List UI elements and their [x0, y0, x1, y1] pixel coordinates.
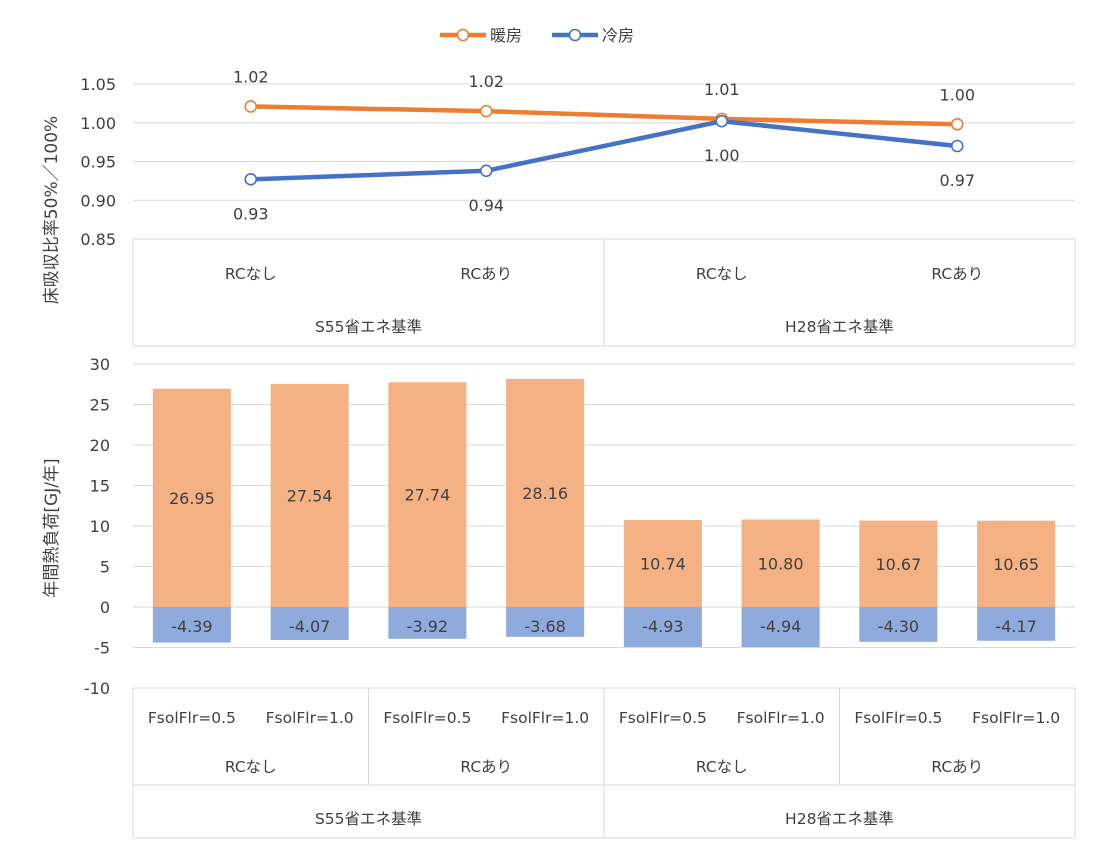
data-point	[950, 139, 964, 153]
bottom-rc-label: RCなし	[696, 758, 748, 776]
data-point	[244, 100, 258, 113]
top-category-label: RCあり	[931, 265, 983, 283]
bottom-category-label: FsolFlr=1.0	[266, 709, 354, 727]
bar-data-label: 10.80	[758, 554, 804, 573]
top-category-label: RCなし	[696, 265, 748, 283]
bottom-category-label: FsolFlr=1.0	[737, 709, 825, 727]
heating-bar	[741, 519, 820, 607]
bar-data-label: -4.39	[171, 617, 212, 636]
data-point	[479, 164, 493, 178]
data-label: 0.93	[233, 204, 269, 223]
heating-bar	[506, 378, 585, 607]
bottom-category-label: FsolFlr=0.5	[383, 709, 471, 727]
bottom-y-tick-label: 10	[90, 517, 110, 536]
bottom-category-label: FsolFlr=1.0	[972, 709, 1060, 727]
data-point	[950, 118, 964, 131]
top-y-tick-label: 0.95	[80, 153, 116, 172]
bar-data-label: 28.16	[522, 484, 568, 503]
bottom-y-tick-label: -10	[84, 679, 110, 698]
bar-data-label: -4.94	[760, 617, 801, 636]
top-y-axis-title: 床吸収比率50%／100%	[42, 116, 62, 304]
bar-data-label: 10.74	[640, 555, 686, 574]
cooling-bar	[388, 607, 467, 639]
bar-data-label: -3.92	[407, 617, 448, 636]
top-y-tick-label: 1.00	[80, 114, 116, 133]
top-category-label: RCなし	[225, 265, 277, 283]
bar-data-label: -4.30	[878, 617, 919, 636]
data-label: 1.00	[704, 146, 740, 165]
top-y-tick-label: 0.85	[80, 230, 116, 249]
bottom-y-tick-label: 20	[90, 436, 110, 455]
bottom-rc-label: RCなし	[225, 758, 277, 776]
cooling-bar	[506, 607, 585, 637]
top-group-label: H28省エネ基準	[785, 318, 894, 336]
bar-data-label: 10.65	[993, 555, 1039, 574]
data-label: 1.01	[704, 80, 740, 99]
data-point	[479, 104, 493, 118]
heating-bar	[623, 520, 702, 607]
cooling-bar	[623, 607, 702, 647]
data-point	[715, 114, 729, 128]
bar-data-label: -4.93	[642, 617, 683, 636]
data-label: 1.02	[468, 72, 504, 91]
cooling-bar	[270, 607, 349, 640]
heating-bar	[859, 520, 938, 607]
bottom-group-label: H28省エネ基準	[785, 810, 894, 828]
top-category-label: RCあり	[460, 265, 512, 283]
bottom-y-axis-title: 年間熱負荷[GJ/年]	[42, 458, 62, 597]
data-point	[244, 173, 258, 186]
bar-data-label: -4.17	[995, 617, 1036, 636]
bottom-category-label: FsolFlr=0.5	[619, 709, 707, 727]
bottom-group-label: S55省エネ基準	[315, 810, 422, 828]
bar-data-label: 26.95	[169, 489, 215, 508]
bar-data-label: -3.68	[524, 617, 565, 636]
heating-bar	[388, 382, 467, 607]
legend-swatch-marker	[568, 28, 582, 42]
bar-data-label: 27.74	[404, 486, 450, 505]
bottom-y-tick-label: 25	[90, 396, 110, 415]
bar-data-label: 10.67	[875, 555, 921, 574]
heating-bar	[152, 388, 231, 607]
bottom-y-tick-label: 30	[90, 355, 110, 374]
top-y-tick-label: 1.05	[80, 75, 116, 94]
heating-bar	[270, 383, 349, 607]
legend-swatch-marker	[456, 28, 470, 42]
data-label: 1.00	[939, 85, 975, 104]
series-line-heating	[250, 104, 958, 127]
bottom-y-tick-label: 0	[100, 598, 110, 617]
bottom-y-tick-label: 5	[100, 558, 110, 577]
bottom-rc-label: RCあり	[931, 758, 983, 776]
data-label: 0.94	[468, 196, 504, 215]
cooling-bar	[152, 607, 231, 643]
bottom-category-label: FsolFlr=0.5	[854, 709, 942, 727]
data-label: 0.97	[939, 171, 975, 190]
legend-label: 冷房	[602, 26, 634, 45]
bottom-y-tick-label: -5	[94, 639, 110, 658]
bottom-rc-label: RCあり	[460, 758, 512, 776]
bar-data-label: 27.54	[287, 486, 333, 505]
series-line-cooling	[250, 118, 958, 182]
bar-data-label: -4.07	[289, 617, 330, 636]
top-y-tick-label: 0.90	[80, 191, 116, 210]
cooling-bar	[977, 607, 1056, 641]
legend-label: 暖房	[490, 26, 522, 45]
bottom-category-label: FsolFlr=0.5	[148, 709, 236, 727]
cooling-bar	[741, 607, 820, 648]
heating-bar	[977, 520, 1056, 607]
bottom-category-label: FsolFlr=1.0	[501, 709, 589, 727]
data-label: 1.02	[233, 67, 269, 86]
bottom-y-tick-label: 15	[90, 477, 110, 496]
top-group-label: S55省エネ基準	[315, 318, 422, 336]
cooling-bar	[859, 607, 938, 642]
